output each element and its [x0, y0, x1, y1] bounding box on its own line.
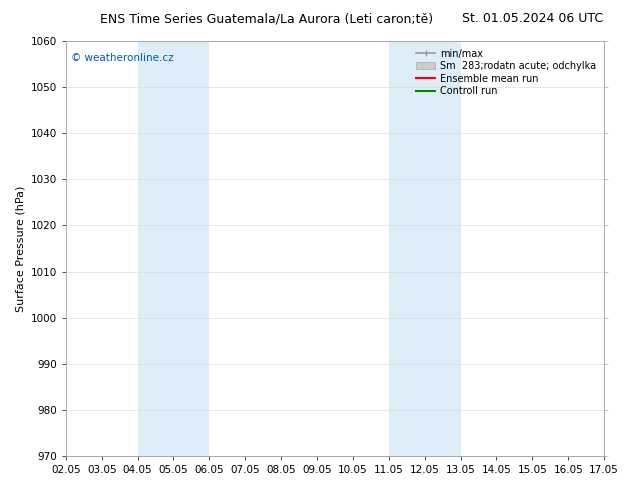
Bar — [138, 41, 209, 456]
Text: © weatheronline.cz: © weatheronline.cz — [71, 53, 174, 64]
Y-axis label: Surface Pressure (hPa): Surface Pressure (hPa) — [15, 185, 25, 312]
Bar — [389, 41, 460, 456]
Text: St. 01.05.2024 06 UTC: St. 01.05.2024 06 UTC — [462, 12, 603, 25]
Legend: min/max, Sm  283;rodatn acute; odchylka, Ensemble mean run, Controll run: min/max, Sm 283;rodatn acute; odchylka, … — [413, 46, 599, 99]
Text: ENS Time Series Guatemala/La Aurora (Leti caron;tě): ENS Time Series Guatemala/La Aurora (Let… — [100, 12, 433, 25]
